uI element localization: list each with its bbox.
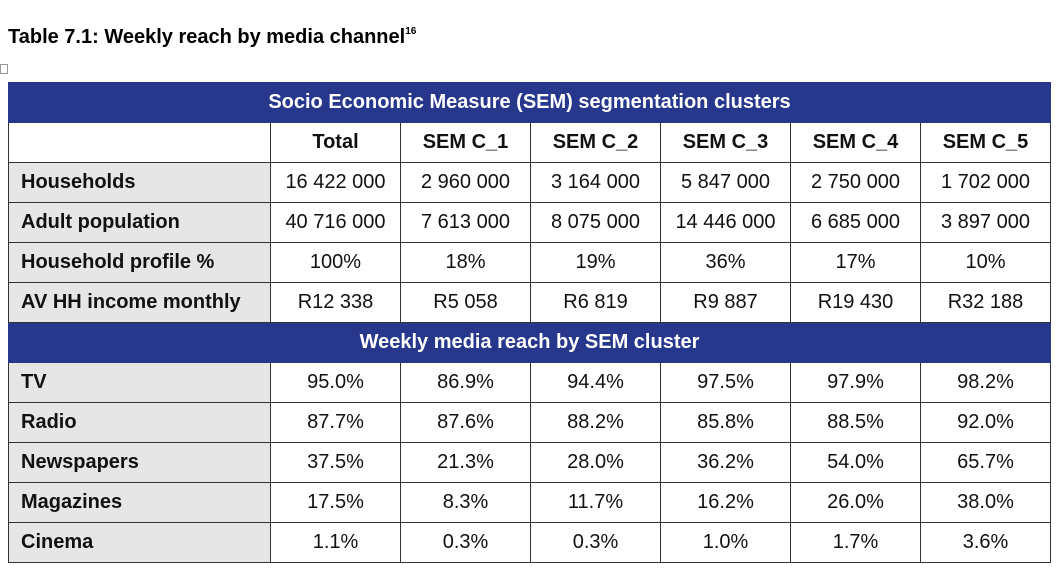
cell: 36%: [660, 242, 791, 283]
column-header: SEM C_5: [920, 122, 1051, 163]
cell: R6 819: [530, 282, 661, 323]
cell: 2 960 000: [400, 162, 531, 203]
cell: 7 613 000: [400, 202, 531, 243]
cell: 54.0%: [790, 442, 921, 483]
row-label: Adult population: [8, 202, 271, 243]
row-label: Households: [8, 162, 271, 203]
table-row: Radio 87.7% 87.6% 88.2% 85.8% 88.5% 92.0%: [8, 402, 1051, 443]
anchor-icon: [0, 64, 8, 74]
cell: 3.6%: [920, 522, 1051, 563]
cell: 1.0%: [660, 522, 791, 563]
row-label: Household profile %: [8, 242, 271, 283]
row-label: TV: [8, 362, 271, 403]
cell: 14 446 000: [660, 202, 791, 243]
cell: R9 887: [660, 282, 791, 323]
cell: 88.2%: [530, 402, 661, 443]
cell: 5 847 000: [660, 162, 791, 203]
table-row: Magazines 17.5% 8.3% 11.7% 16.2% 26.0% 38.0%: [8, 482, 1051, 523]
cell: 28.0%: [530, 442, 661, 483]
cell: 21.3%: [400, 442, 531, 483]
cell: 86.9%: [400, 362, 531, 403]
cell: 98.2%: [920, 362, 1051, 403]
cell: 6 685 000: [790, 202, 921, 243]
section-header: Weekly media reach by SEM cluster: [8, 322, 1051, 363]
footnote-ref: 16: [405, 26, 417, 37]
cell: 0.3%: [400, 522, 531, 563]
table-row: Newspapers 37.5% 21.3% 28.0% 36.2% 54.0% 65.7%: [8, 442, 1051, 483]
cell: 97.5%: [660, 362, 791, 403]
cell: R5 058: [400, 282, 531, 323]
table-row: Cinema 1.1% 0.3% 0.3% 1.0% 1.7% 3.6%: [8, 522, 1051, 563]
cell: 3 164 000: [530, 162, 661, 203]
cell: 19%: [530, 242, 661, 283]
column-header: SEM C_1: [400, 122, 531, 163]
data-table: Socio Economic Measure (SEM) segmentatio…: [8, 82, 1051, 563]
cell: 37.5%: [270, 442, 401, 483]
cell: R12 338: [270, 282, 401, 323]
cell: 8 075 000: [530, 202, 661, 243]
cell: 11.7%: [530, 482, 661, 523]
table-title: Table 7.1: Weekly reach by media channel…: [8, 26, 416, 49]
cell: 17%: [790, 242, 921, 283]
title-text: Table 7.1: Weekly reach by media channel: [8, 26, 406, 48]
cell: 38.0%: [920, 482, 1051, 523]
cell: 85.8%: [660, 402, 791, 443]
table-row: TV 95.0% 86.9% 94.4% 97.5% 97.9% 98.2%: [8, 362, 1051, 403]
table-row: Household profile % 100% 18% 19% 36% 17% 10%: [8, 242, 1051, 283]
column-header: SEM C_3: [660, 122, 791, 163]
row-label: Magazines: [8, 482, 271, 523]
cell: 87.7%: [270, 402, 401, 443]
cell: 40 716 000: [270, 202, 401, 243]
table-row: Households 16 422 000 2 960 000 3 164 000 5 …: [8, 162, 1051, 203]
cell: 95.0%: [270, 362, 401, 403]
cell: 17.5%: [270, 482, 401, 523]
cell: 65.7%: [920, 442, 1051, 483]
cell: 92.0%: [920, 402, 1051, 443]
cell: 100%: [270, 242, 401, 283]
cell: 18%: [400, 242, 531, 283]
table-row: Socio Economic Measure (SEM) segmentatio…: [8, 82, 1051, 123]
cell: 26.0%: [790, 482, 921, 523]
column-header: SEM C_4: [790, 122, 921, 163]
cell: R19 430: [790, 282, 921, 323]
row-label: Radio: [8, 402, 271, 443]
cell: 1.1%: [270, 522, 401, 563]
table-row: Total SEM C_1 SEM C_2 SEM C_3 SEM C_4 SEM C_5: [8, 122, 1051, 163]
cell: 0.3%: [530, 522, 661, 563]
table-row: Adult population 40 716 000 7 613 000 8 075…: [8, 202, 1051, 243]
cell: 88.5%: [790, 402, 921, 443]
table-row: Weekly media reach by SEM cluster: [8, 322, 1051, 363]
cell: 1 702 000: [920, 162, 1051, 203]
cell: 16.2%: [660, 482, 791, 523]
cell: 36.2%: [660, 442, 791, 483]
row-label: AV HH income monthly: [8, 282, 271, 323]
column-header: Total: [270, 122, 401, 163]
cell: 97.9%: [790, 362, 921, 403]
section-header: Socio Economic Measure (SEM) segmentatio…: [8, 82, 1051, 123]
cell: R32 188: [920, 282, 1051, 323]
empty-cell: [8, 122, 271, 163]
cell: 10%: [920, 242, 1051, 283]
cell: 2 750 000: [790, 162, 921, 203]
table-row: AV HH income monthly R12 338 R5 058 R6 819 R…: [8, 282, 1051, 323]
cell: 87.6%: [400, 402, 531, 443]
cell: 94.4%: [530, 362, 661, 403]
cell: 3 897 000: [920, 202, 1051, 243]
row-label: Newspapers: [8, 442, 271, 483]
cell: 8.3%: [400, 482, 531, 523]
cell: 1.7%: [790, 522, 921, 563]
row-label: Cinema: [8, 522, 271, 563]
cell: 16 422 000: [270, 162, 401, 203]
column-header: SEM C_2: [530, 122, 661, 163]
